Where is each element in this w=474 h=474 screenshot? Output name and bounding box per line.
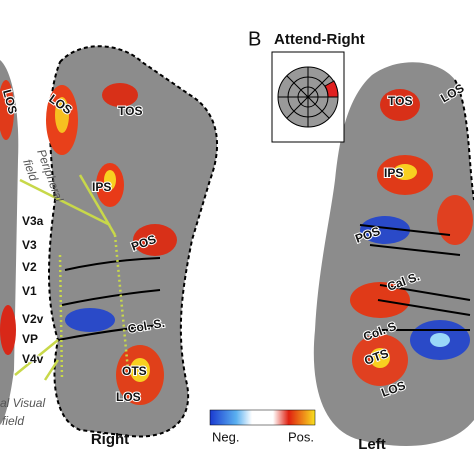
arrow xyxy=(14,174,117,381)
colorbar-label: Pos. xyxy=(288,429,314,444)
roi-label: V2 xyxy=(22,260,37,274)
colorbar xyxy=(209,409,316,426)
colorbar-label: Neg. xyxy=(212,429,239,444)
activation xyxy=(0,80,14,140)
activation xyxy=(0,305,16,355)
activation xyxy=(104,170,116,190)
attended-segment xyxy=(324,80,339,98)
activation xyxy=(55,97,69,133)
field-line xyxy=(58,234,130,381)
map-label: Left xyxy=(358,436,386,453)
roi-label: IPS xyxy=(92,180,111,194)
activation xyxy=(360,216,410,244)
annotation: al Visual xyxy=(0,396,45,410)
map-edge xyxy=(454,79,474,201)
activation xyxy=(380,89,420,121)
activation xyxy=(65,308,115,332)
roi-label: TOS xyxy=(388,94,412,108)
roi-label: LOS xyxy=(116,390,141,404)
roi-label: IPS xyxy=(384,166,403,180)
activation xyxy=(370,348,390,368)
spokes xyxy=(278,67,338,127)
activation xyxy=(437,195,473,245)
activation xyxy=(393,164,417,180)
roi-label: TOS xyxy=(118,104,142,118)
right-map xyxy=(48,45,218,438)
roi-label: OTS xyxy=(122,364,147,378)
map-label: Right xyxy=(91,431,129,448)
roi-label: V3a xyxy=(22,214,44,228)
activation xyxy=(430,333,450,347)
panel-title: Attend-Right xyxy=(274,31,365,48)
roi-label: V1 xyxy=(22,284,37,298)
boundary xyxy=(64,257,161,271)
annotation: field xyxy=(2,414,24,428)
activation xyxy=(133,224,177,256)
panel-label: B xyxy=(248,28,261,50)
boundary xyxy=(57,324,161,341)
boundary xyxy=(359,224,471,331)
activation xyxy=(102,83,138,107)
activation xyxy=(130,358,150,382)
roi-label: V2v xyxy=(22,312,44,326)
polar-stimulus xyxy=(277,66,339,128)
boundary xyxy=(61,289,161,306)
roi-label: V4v xyxy=(22,352,44,366)
roi-label: LOS xyxy=(0,88,20,115)
roi-label: VP xyxy=(22,332,38,346)
roi-label: V3 xyxy=(22,238,37,252)
